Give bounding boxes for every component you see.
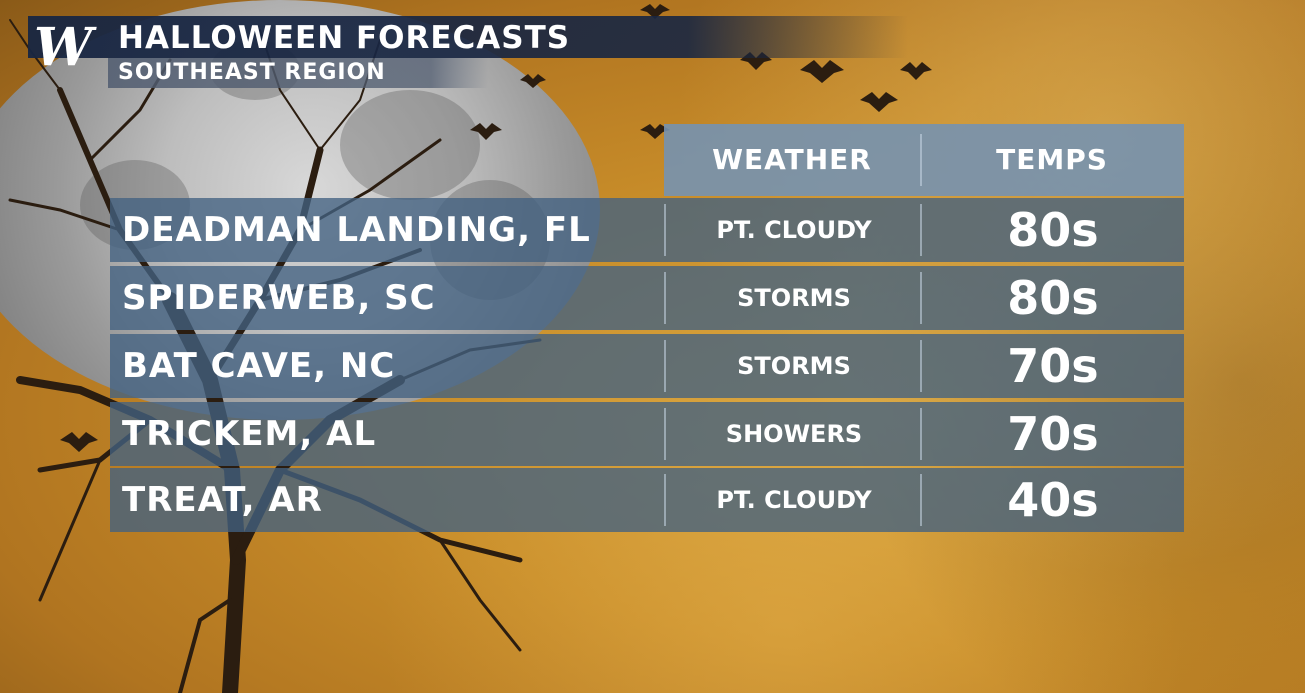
city-name: SPIDERWEB, SC (122, 278, 436, 318)
weather-condition: SHOWERS (725, 420, 863, 448)
subheader-bar (108, 58, 488, 88)
weather-condition: STORMS (737, 284, 851, 312)
column-header-temps: TEMPS (996, 143, 1108, 176)
temperature-value: 70s (1007, 407, 1099, 461)
page-title: HALLOWEEN FORECASTS (118, 20, 571, 56)
header-bar (28, 16, 908, 58)
city-name: TREAT, AR (122, 480, 323, 520)
temperature-value: 80s (1007, 271, 1099, 325)
temperature-value: 40s (1007, 473, 1099, 527)
city-name: BAT CAVE, NC (122, 346, 396, 386)
table-row: BAT CAVE, NC STORMS 70s (110, 334, 1184, 398)
forecast-table: DEADMAN LANDING, FL PT. CLOUDY 80s SPIDE… (110, 198, 1184, 532)
column-header-weather: WEATHER (712, 143, 872, 176)
city-name: DEADMAN LANDING, FL (122, 210, 591, 250)
table-row: DEADMAN LANDING, FL PT. CLOUDY 80s (110, 198, 1184, 262)
temperature-value: 70s (1007, 339, 1099, 393)
city-name: TRICKEM, AL (122, 414, 377, 454)
table-row: TRICKEM, AL SHOWERS 70s (110, 402, 1184, 466)
weather-condition: STORMS (737, 352, 851, 380)
table-header (664, 124, 1184, 196)
table-row: SPIDERWEB, SC STORMS 80s (110, 266, 1184, 330)
weather-logo: W (34, 17, 92, 78)
weather-condition: PT. CLOUDY (716, 486, 872, 514)
page-subtitle: SOUTHEAST REGION (118, 60, 386, 85)
weather-condition: PT. CLOUDY (716, 216, 872, 244)
temperature-value: 80s (1007, 203, 1099, 257)
table-row: TREAT, AR PT. CLOUDY 40s (110, 468, 1184, 532)
